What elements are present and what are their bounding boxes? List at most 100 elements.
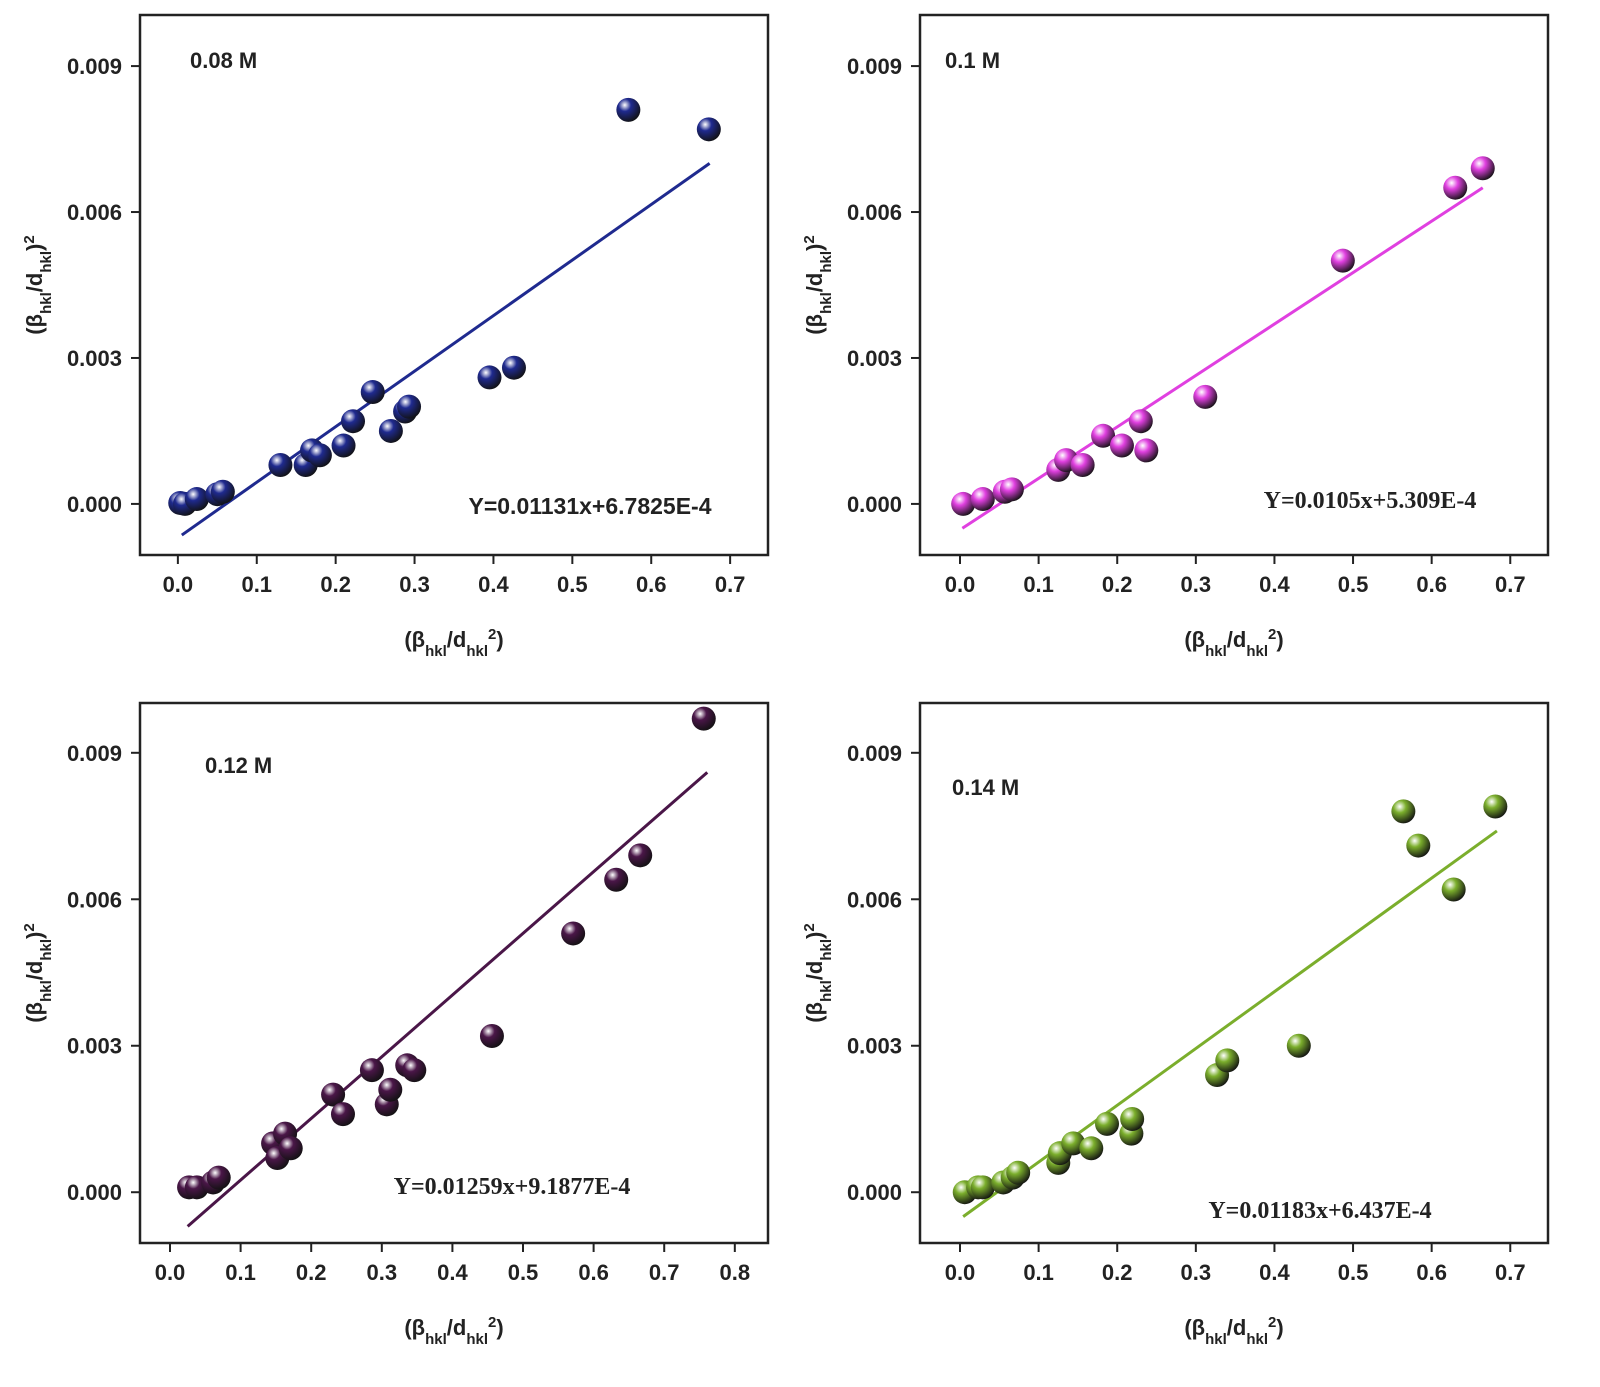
data-point — [307, 443, 332, 468]
data-point — [501, 355, 526, 380]
plot-frame — [918, 701, 1550, 1245]
y-axis-label-part: 2 — [21, 923, 38, 931]
data-point — [1193, 384, 1218, 409]
y-axis-label: (βhkl/dhkl)2 — [801, 923, 835, 1022]
x-axis-label-part: hkl — [1246, 1331, 1268, 1348]
y-axis-label-part: /d — [22, 273, 47, 293]
y-axis-label: (βhkl/dhkl)2 — [21, 923, 55, 1022]
panel: 0.0 0.1 0.2 0.3 0.4 0.5 0.6 0.7 0.000 0.003 0.006 0… — [21, 13, 770, 660]
equation: Y=0.01183x+6.437E-4 — [1208, 1198, 1431, 1224]
data-point — [1330, 248, 1355, 273]
y-tick-label: 0.006 — [67, 200, 122, 225]
x-axis-label-part: (β — [404, 1315, 425, 1340]
panel: 0.0 0.1 0.2 0.3 0.4 0.5 0.6 0.7 0.000 0.003 0.006 0… — [801, 701, 1550, 1348]
x-axis-label-part: (β — [1184, 1315, 1205, 1340]
x-tick-label: 0.2 — [1102, 1260, 1133, 1285]
data-point — [1006, 1160, 1031, 1185]
y-axis-label-part: /d — [22, 961, 47, 981]
x-axis-label-part: 2 — [488, 1314, 496, 1331]
y-axis-label-part: hkl — [38, 980, 55, 1002]
y-axis-label-part: (β — [22, 1002, 47, 1023]
data-point — [402, 1058, 427, 1083]
y-tick-label: 0.003 — [847, 1034, 902, 1059]
y-axis-label-part: hkl — [38, 939, 55, 961]
y-tick-label: 0.000 — [67, 1180, 122, 1205]
x-axis-label-part: hkl — [425, 643, 447, 660]
x-axis-label-part: ) — [496, 627, 503, 652]
y-axis-label-part: (β — [802, 314, 827, 335]
data-point — [1134, 438, 1159, 463]
data-point — [184, 487, 209, 512]
panel: 0.0 0.1 0.2 0.3 0.4 0.5 0.6 0.7 0.8 0.000 0.003 0.0… — [21, 701, 770, 1348]
x-axis-label: (βhkl/dhkl2) — [1184, 1314, 1283, 1348]
data-point — [1391, 799, 1416, 824]
y-axis-label-part: hkl — [38, 292, 55, 314]
y-tick-label: 0.009 — [847, 54, 902, 79]
data-point — [1286, 1033, 1311, 1058]
x-axis-label-part: 2 — [488, 626, 496, 643]
y-tick-label: 0.006 — [847, 200, 902, 225]
x-tick-label: 0.6 — [636, 572, 667, 597]
x-tick-label: 0.4 — [437, 1260, 468, 1285]
y-axis-label-part: hkl — [38, 251, 55, 273]
x-tick-label: 0.7 — [1495, 1260, 1526, 1285]
plot-frame — [138, 13, 770, 557]
panel-title: 0.1 M — [945, 48, 1000, 73]
fit-line — [961, 186, 1484, 530]
y-tick-label: 0.006 — [67, 887, 122, 912]
y-axis-label-part: hkl — [818, 251, 835, 273]
x-tick-label: 0.0 — [163, 572, 194, 597]
data-point — [378, 1077, 403, 1102]
data-point — [1091, 423, 1116, 448]
y-axis-label-part: /d — [802, 273, 827, 293]
x-tick-label: 0.6 — [1416, 1260, 1447, 1285]
data-point — [970, 1175, 995, 1200]
x-tick-label: 0.0 — [945, 1260, 976, 1285]
data-point — [1070, 453, 1095, 477]
y-axis-label-part: ) — [22, 244, 47, 251]
x-tick-label: 0.5 — [557, 572, 588, 597]
data-point — [341, 409, 366, 434]
x-tick-label: 0.1 — [1023, 1260, 1054, 1285]
y-tick-label: 0.009 — [847, 741, 902, 766]
panel: 0.0 0.1 0.2 0.3 0.4 0.5 0.6 0.7 0.000 0.003 0.006 0… — [801, 13, 1550, 660]
x-tick-label: 0.5 — [1338, 1260, 1369, 1285]
data-point — [1215, 1048, 1240, 1073]
x-tick-label: 0.8 — [720, 1260, 751, 1285]
data-point — [1470, 156, 1495, 181]
x-axis-label: (βhkl/dhkl2) — [1184, 626, 1283, 660]
y-tick-label: 0.009 — [67, 741, 122, 766]
x-tick-label: 0.1 — [225, 1260, 256, 1285]
x-tick-label: 0.3 — [1181, 1260, 1212, 1285]
x-axis-label-part: hkl — [425, 1331, 447, 1348]
data-point — [1128, 409, 1153, 434]
data-point — [278, 1136, 303, 1161]
y-axis-label-part: hkl — [818, 980, 835, 1002]
data-point — [206, 1165, 231, 1190]
y-tick-label: 0.000 — [847, 1180, 902, 1205]
x-tick-label: 0.3 — [1181, 572, 1212, 597]
panel-title: 0.14 M — [952, 775, 1019, 800]
data-point — [360, 380, 385, 405]
y-axis-label-part: /d — [802, 961, 827, 981]
y-tick-label: 0.000 — [847, 492, 902, 517]
data-point — [331, 433, 356, 458]
equation: Y=0.0105x+5.309E-4 — [1264, 488, 1477, 514]
data-point — [561, 921, 586, 946]
data-point — [691, 706, 716, 731]
x-axis-label-part: /d — [447, 1315, 467, 1340]
equation: Y=0.01259x+9.1877E-4 — [394, 1174, 631, 1200]
y-axis-label-part: 2 — [21, 235, 38, 243]
y-axis-label-part: hkl — [818, 939, 835, 961]
x-tick-label: 0.2 — [296, 1260, 327, 1285]
data-point — [479, 1023, 504, 1048]
panel-title: 0.12 M — [205, 753, 272, 778]
y-tick-label: 0.003 — [67, 1034, 122, 1059]
x-tick-label: 0.0 — [155, 1260, 186, 1285]
y-axis-label-part: hkl — [818, 292, 835, 314]
y-axis-label: (βhkl/dhkl)2 — [21, 235, 55, 334]
y-axis-label-part: ) — [802, 932, 827, 939]
x-axis-label-part: /d — [1227, 627, 1247, 652]
x-tick-label: 0.7 — [715, 572, 746, 597]
